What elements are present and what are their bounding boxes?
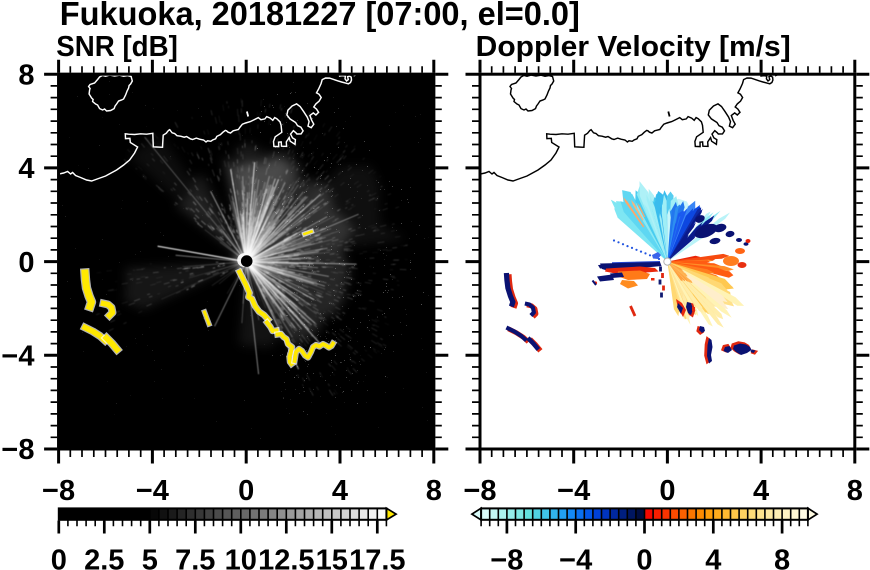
- svg-text:8: 8: [774, 545, 790, 570]
- svg-text:0: 0: [18, 247, 34, 279]
- svg-text:Doppler Velocity [m/s]: Doppler Velocity [m/s]: [476, 31, 791, 63]
- svg-text:10: 10: [225, 545, 257, 570]
- svg-text:0: 0: [659, 475, 675, 507]
- svg-text:7.5: 7.5: [175, 545, 215, 570]
- svg-text:0: 0: [636, 545, 652, 570]
- svg-text:−8: −8: [42, 475, 75, 507]
- svg-text:0: 0: [238, 475, 254, 507]
- svg-text:−8: −8: [463, 475, 496, 507]
- svg-text:2.5: 2.5: [84, 545, 124, 570]
- svg-text:12.5: 12.5: [258, 545, 314, 570]
- svg-text:−4: −4: [559, 545, 592, 570]
- svg-text:8: 8: [18, 59, 34, 91]
- svg-text:0: 0: [51, 545, 67, 570]
- svg-text:4: 4: [753, 475, 769, 507]
- svg-text:4: 4: [705, 545, 721, 570]
- svg-text:−4: −4: [136, 475, 169, 507]
- svg-text:17.5: 17.5: [349, 545, 405, 570]
- svg-text:5: 5: [142, 545, 158, 570]
- svg-text:4: 4: [332, 475, 348, 507]
- svg-text:8: 8: [426, 475, 442, 507]
- svg-text:−8: −8: [1, 434, 34, 466]
- svg-text:−4: −4: [1, 341, 34, 373]
- svg-text:−8: −8: [490, 545, 523, 570]
- svg-text:Fukuoka, 20181227 [07:00, el=0: Fukuoka, 20181227 [07:00, el=0.0]: [60, 0, 580, 32]
- svg-text:−4: −4: [557, 475, 590, 507]
- svg-text:4: 4: [18, 153, 34, 185]
- svg-text:SNR [dB]: SNR [dB]: [56, 31, 178, 63]
- svg-text:8: 8: [847, 475, 863, 507]
- svg-text:15: 15: [316, 545, 348, 570]
